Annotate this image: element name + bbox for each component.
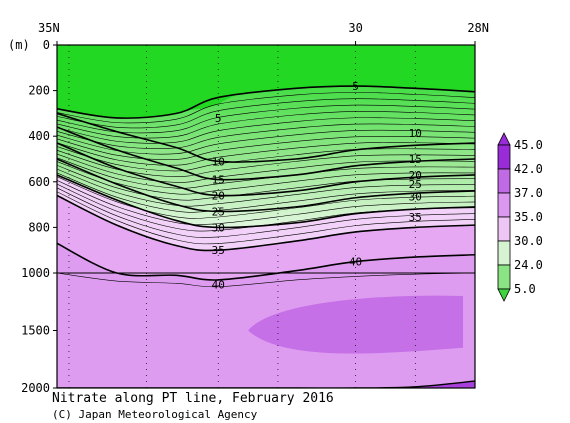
thin-contour-20 [57,187,475,238]
axes: 35N 30 28N 200 400 600 800 1000 1500 2000 0 (m) [8,21,489,395]
thin-contour-12 [57,157,475,189]
thin-contour-8 [57,142,475,166]
contour-20 [57,142,475,197]
colorbar-bottom-arrow [497,288,511,302]
colorbar-seg-3 [497,216,511,242]
colorbar-top-arrow [497,132,511,146]
contour-label-40: 40 [349,256,362,269]
contour-25 [57,158,475,213]
chart-credit: (C) Japan Meteorological Agency [52,408,258,421]
contour-10 [57,112,475,163]
colorbar-seg-1 [497,168,511,194]
y-tick-label-0: 0 [43,38,50,52]
colorbar-label-6: 5.0 [514,282,536,296]
plot-frame [56,44,476,389]
y-axis-label: (m) [8,38,30,52]
contour-label-extra-7: 40 [212,279,225,292]
contour-deep-2 [57,380,475,388]
thin-contour-14 [57,165,475,201]
colorbar: 45.0 42.0 37.0 35.0 30.0 24.0 5.0 [497,132,543,302]
contour-label-extra-0: 5 [215,112,222,125]
colorbar-label-2: 37.0 [514,186,543,200]
contour-5 [57,85,475,119]
band-30-35 [57,174,475,251]
contour-label-20: 20 [212,189,225,202]
colorbar-seg-0 [497,144,511,170]
y-tick-label-7: 2000 [21,381,50,395]
thin-contour-4 [57,117,475,144]
y-tick-label-5: 1000 [21,266,50,280]
thin-contour-17 [57,176,475,219]
x-tick-label-2: 28N [467,21,489,35]
y-tick-label-1: 200 [28,84,50,98]
thin-contour-1 [57,98,475,129]
contour-label-25: 25 [212,205,225,218]
contour-label-10: 10 [212,155,225,168]
contour-35 [57,194,475,252]
thin-contour-3 [57,111,475,139]
surface-low-nitrate [57,45,475,111]
x-tick-label-1: 30 [348,21,362,35]
colorbar-seg-2 [497,192,511,218]
colorbar-label-0: 45.0 [514,138,543,152]
colorbar-seg-4 [497,240,511,266]
x-tick-label-0: 35N [38,21,60,35]
thin-contour-5 [57,123,475,149]
thin-contour-0 [57,92,475,124]
chart-title: Nitrate along PT line, February 2016 [52,391,334,406]
colorbar-seg-5 [497,264,511,290]
y-tick-label-4: 800 [28,220,50,234]
contour-30 [57,174,475,229]
contour-label-extra-5: 30 [409,191,422,204]
y-tick-label-2: 400 [28,129,50,143]
band-35-40 [57,195,475,280]
contour-label-5: 5 [352,80,359,93]
colorbar-label-5: 24.0 [514,258,543,272]
contour-label-30: 30 [212,221,225,234]
contour-label-extra-6: 35 [409,211,422,224]
contour-label-extra-1: 10 [409,127,422,140]
y-tick-label-6: 1500 [21,324,50,338]
contour-label-extra-4: 25 [409,178,422,191]
colorbar-label-4: 30.0 [514,234,543,248]
thin-contour-2 [57,104,475,134]
nitrate-core-42 [248,295,464,354]
contour-label-extra-3: 20 [409,169,422,182]
colorbar-label-1: 42.0 [514,162,543,176]
contour-15 [57,126,475,181]
thin-contour-18 [57,180,475,226]
thin-contour-9 [57,146,475,172]
band-45 [57,381,475,388]
plot-area [57,45,475,388]
contour-label-35: 35 [212,244,225,257]
colorbar-label-3: 35.0 [514,210,543,224]
contour-label-extra-2: 15 [409,153,422,166]
thin-contour-16 [57,172,475,213]
contour-deep-1 [57,272,475,288]
y-tick-label-3: 600 [28,175,50,189]
thin-contour-21 [57,191,475,245]
thin-contour-15 [57,168,475,207]
thin-contour-13 [57,161,475,195]
contour-label-15: 15 [212,174,225,187]
thin-contour-7 [57,136,475,160]
